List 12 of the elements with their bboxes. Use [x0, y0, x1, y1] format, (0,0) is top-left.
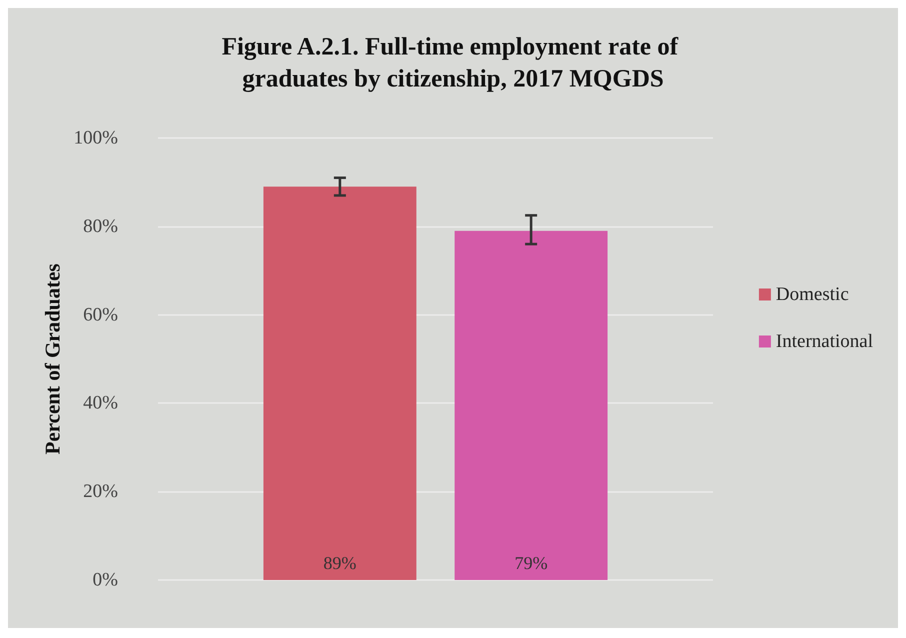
y-tick-label: 80% [83, 216, 118, 237]
y-tick-label: 100% [74, 128, 118, 148]
y-axis-title: Percent of Graduates [40, 264, 64, 454]
legend-label: Domestic [776, 284, 849, 305]
y-tick-label: 20% [83, 481, 118, 502]
data-label: 89% [323, 553, 356, 573]
y-tick-label: 0% [92, 570, 118, 590]
chart-title: Figure A.2.1. Full-time employment rate of graduates by citizenship, 2017 MQGDS [222, 34, 684, 92]
legend-label: International [776, 331, 874, 352]
y-tick-label: 40% [83, 392, 118, 414]
data-label: 79% [514, 553, 548, 573]
y-tick-label: 60% [83, 304, 118, 326]
